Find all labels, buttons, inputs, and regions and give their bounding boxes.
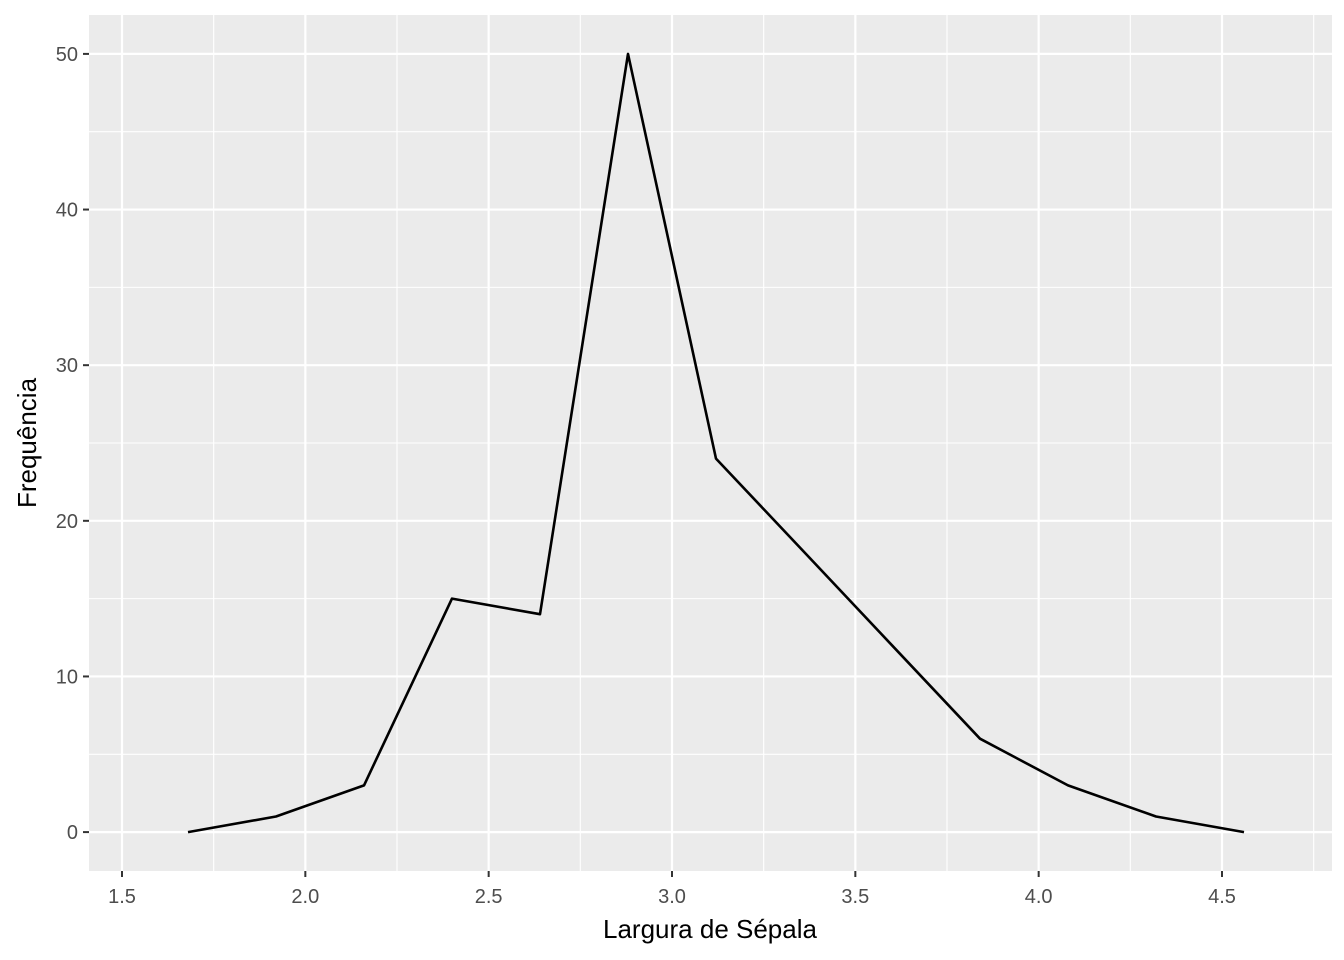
y-tick-label: 0 [67, 822, 78, 844]
major-gridlines [89, 15, 1332, 871]
y-tick-label: 40 [56, 200, 78, 222]
y-axis: 0 10 20 30 40 50 [56, 44, 89, 844]
x-tick-label: 3.5 [841, 886, 869, 908]
x-tick-label: 4.0 [1025, 886, 1053, 908]
x-tick-label: 3.0 [658, 886, 686, 908]
x-axis: 1.5 2.0 2.5 3.0 3.5 4.0 4.5 [108, 871, 1236, 908]
series-layer [187, 52, 1245, 834]
x-tick-label: 2.0 [291, 886, 319, 908]
y-tick-label: 50 [56, 44, 78, 66]
minor-gridlines [89, 15, 1332, 871]
x-tick-label: 1.5 [108, 886, 136, 908]
y-axis-title: Frequência [12, 377, 42, 508]
x-tick-label: 2.5 [475, 886, 503, 908]
y-tick-label: 20 [56, 511, 78, 533]
x-tick-label: 4.5 [1208, 886, 1236, 908]
y-tick-label: 30 [56, 355, 78, 377]
y-tick-label: 10 [56, 666, 78, 688]
x-axis-title: Largura de Sépala [603, 914, 817, 944]
